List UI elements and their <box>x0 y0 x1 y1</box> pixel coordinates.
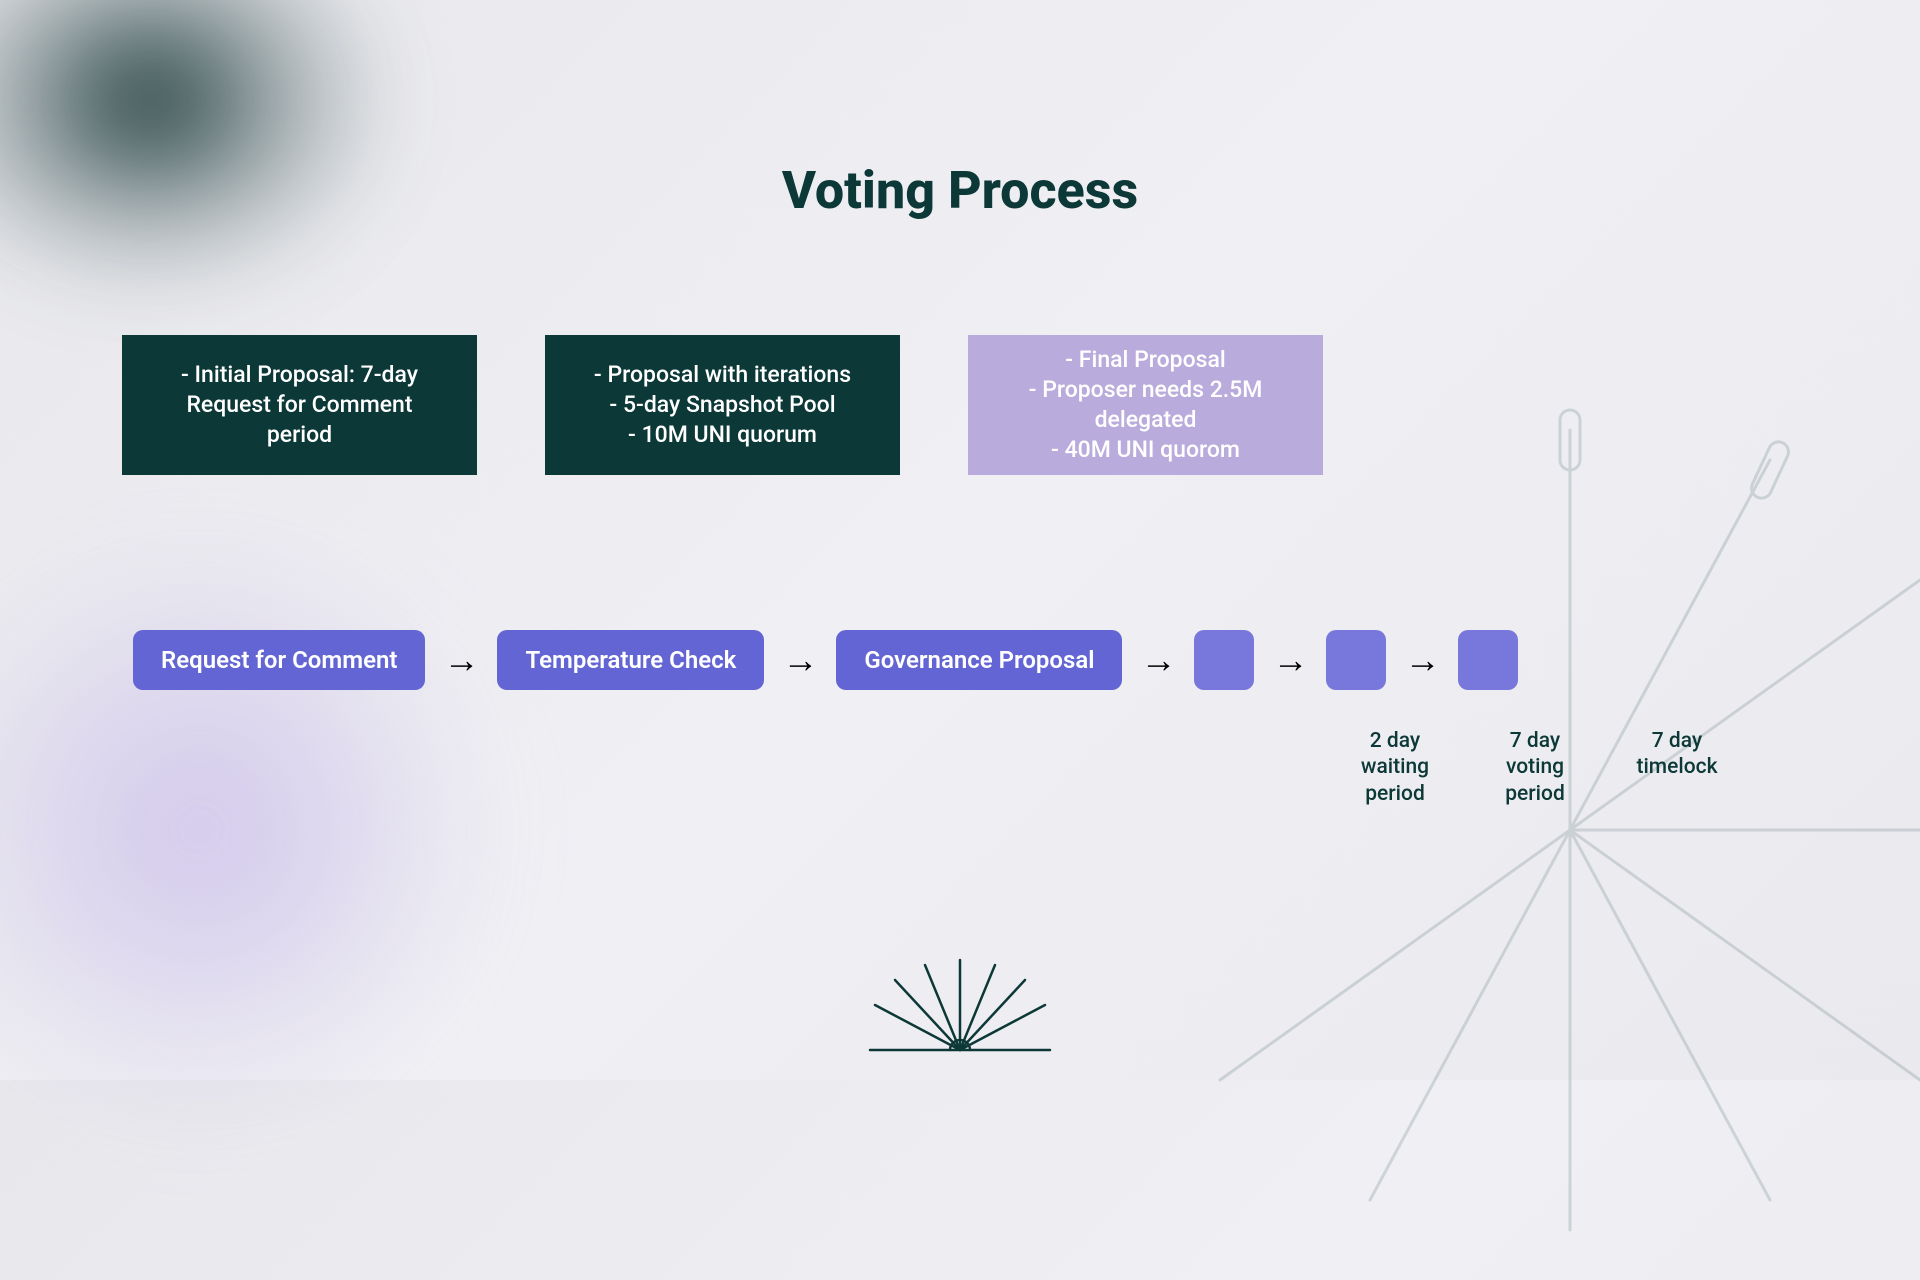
flow-step-governance: Governance Proposal <box>836 630 1122 690</box>
arrow-icon: → <box>782 642 818 678</box>
flow-square-waiting <box>1194 630 1254 690</box>
info-box-line: - 5-day Snapshot Pool <box>609 390 835 420</box>
flow-step-temperature: Temperature Check <box>497 630 764 690</box>
sub-label-line: voting <box>1506 754 1564 780</box>
info-box-line: delegated <box>1095 405 1197 435</box>
info-box-line: - 10M UNI quorum <box>628 420 817 450</box>
info-box-rfc: - Initial Proposal: 7-day Request for Co… <box>122 335 477 475</box>
arrow-icon: → <box>443 642 479 678</box>
info-box-line: period <box>267 420 332 450</box>
info-box-line: - Final Proposal <box>1065 345 1226 375</box>
background-gradient-topleft <box>0 0 400 300</box>
info-box-governance: - Final Proposal - Proposer needs 2.5M d… <box>968 335 1323 475</box>
sub-label-timelock: 7 day timelock <box>1627 728 1727 781</box>
sub-label-line: 2 day <box>1370 728 1420 754</box>
info-box-line: Request for Comment <box>186 390 412 420</box>
arrow-icon: → <box>1404 642 1440 678</box>
flow-square-timelock <box>1458 630 1518 690</box>
info-box-line: - Proposal with iterations <box>594 360 851 390</box>
sub-label-line: period <box>1505 781 1565 807</box>
sub-label-line: timelock <box>1636 754 1717 780</box>
info-box-line: - Initial Proposal: 7-day <box>181 360 418 390</box>
flow-row: Request for Comment → Temperature Check … <box>133 630 1518 690</box>
sub-label-waiting: 2 day waiting period <box>1345 728 1445 807</box>
sunburst-icon <box>855 950 1065 1060</box>
sub-label-voting: 7 day voting period <box>1485 728 1585 807</box>
info-box-line: - Proposer needs 2.5M <box>1029 375 1263 405</box>
page-title: Voting Process <box>782 160 1138 221</box>
info-boxes-row: - Initial Proposal: 7-day Request for Co… <box>122 335 1323 475</box>
arrow-icon: → <box>1140 642 1176 678</box>
sub-label-line: 7 day <box>1510 728 1560 754</box>
background-sunburst-icon <box>1120 380 1920 1280</box>
info-box-temperature: - Proposal with iterations - 5-day Snaps… <box>545 335 900 475</box>
background-gradient-bottomleft <box>0 530 500 1130</box>
info-box-line: - 40M UNI quorom <box>1051 435 1240 465</box>
sub-label-line: period <box>1365 781 1425 807</box>
sub-label-line: waiting <box>1361 754 1429 780</box>
flow-step-rfc: Request for Comment <box>133 630 425 690</box>
flow-square-voting <box>1326 630 1386 690</box>
sub-label-line: 7 day <box>1652 728 1702 754</box>
arrow-icon: → <box>1272 642 1308 678</box>
